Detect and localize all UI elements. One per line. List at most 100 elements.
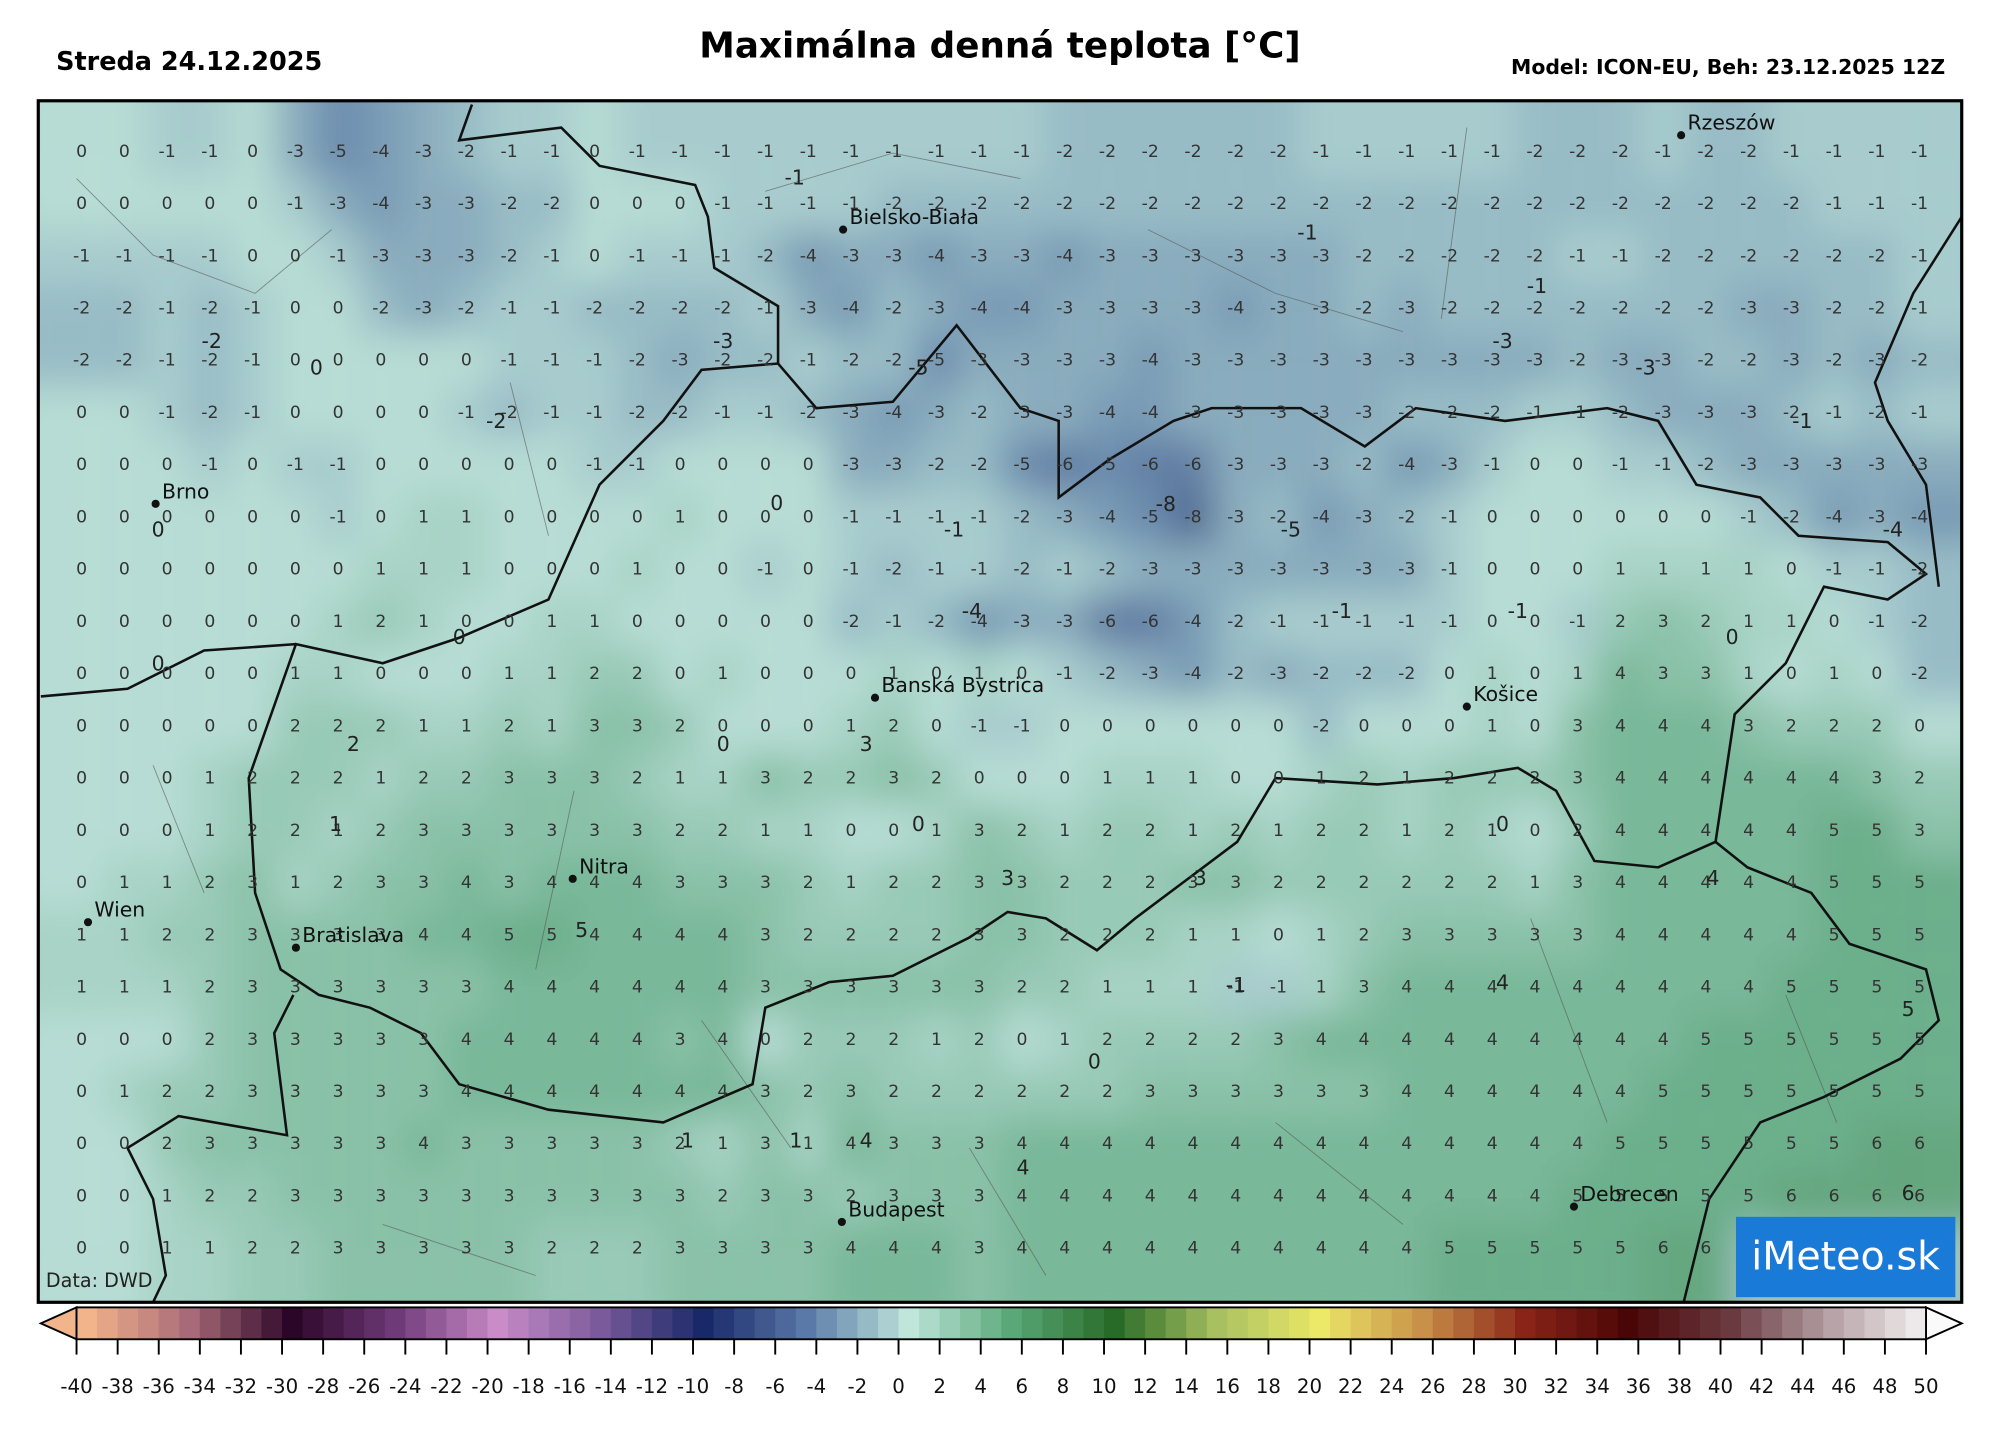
- grid-value: 4: [1358, 1134, 1369, 1154]
- field-cell: [1855, 856, 1900, 911]
- colorbar-tick-label: 8: [1057, 1375, 1070, 1398]
- field-cell: [1898, 177, 1962, 232]
- field-cell: [1898, 334, 1962, 389]
- grid-value: 4: [1487, 1030, 1498, 1050]
- minor-borders: [76, 127, 1838, 1276]
- grid-value: 3: [418, 1030, 429, 1050]
- field-cell: [786, 909, 831, 963]
- colorbar-segment: [199, 1307, 221, 1340]
- field-cell: [1257, 491, 1302, 545]
- grid-value: -3: [1398, 298, 1415, 318]
- colorbar-tick-label: -26: [348, 1375, 380, 1398]
- field-cell: [658, 648, 703, 702]
- grid-value: 5: [1743, 1082, 1754, 1102]
- field-cell: [1299, 491, 1344, 545]
- field-cell: [530, 1170, 575, 1224]
- colorbar-tick-label: 48: [1872, 1375, 1897, 1398]
- colorbar-segment: [1864, 1307, 1886, 1340]
- field-cell: [1770, 543, 1815, 598]
- grid-value: 1: [461, 716, 472, 736]
- field-cell: [273, 386, 319, 441]
- grid-value: 0: [1529, 507, 1540, 527]
- field-cell: [1385, 909, 1430, 963]
- grid-value: 2: [1615, 612, 1626, 632]
- field-cell: [103, 230, 148, 284]
- field-cell: [1684, 1013, 1729, 1068]
- field-cell: [38, 648, 105, 702]
- grid-value: 4: [1230, 1239, 1241, 1259]
- field-cell: [1000, 752, 1045, 806]
- field-cell: [1727, 1065, 1772, 1120]
- grid-value: 4: [546, 978, 557, 998]
- grid-value: -3: [1740, 403, 1757, 423]
- grid-value: 4: [1273, 1134, 1284, 1154]
- grid-value: -3: [1013, 246, 1030, 266]
- field-cell: [1770, 439, 1815, 493]
- grid-value: 0: [119, 1186, 130, 1206]
- field-cell: [1727, 856, 1772, 911]
- grid-value: 2: [846, 769, 857, 789]
- field-cell: [829, 1065, 874, 1120]
- grid-value: 3: [290, 978, 301, 998]
- field-cell: [1257, 543, 1302, 598]
- field-cell: [487, 700, 532, 754]
- grid-value: -3: [1270, 455, 1287, 475]
- field-cell: [1513, 804, 1558, 859]
- field-cell: [444, 543, 489, 598]
- grid-value: -3: [1270, 246, 1287, 266]
- field-cell: [1171, 909, 1216, 963]
- grid-value: -2: [1740, 246, 1757, 266]
- field-cell: [1898, 439, 1962, 493]
- field-cell: [1770, 1118, 1815, 1172]
- grid-value: 3: [760, 1186, 771, 1206]
- grid-value: -2: [1868, 298, 1885, 318]
- field-cell: [1342, 752, 1387, 806]
- field-cell: [1470, 1170, 1515, 1224]
- field-cell: [786, 961, 831, 1015]
- grid-value: 3: [461, 821, 472, 841]
- grid-value: -2: [1013, 194, 1030, 214]
- field-cell: [1428, 230, 1473, 284]
- field-cell: [530, 100, 575, 180]
- field-cell: [1470, 177, 1515, 232]
- field-cell: [1470, 230, 1515, 284]
- field-cell: [1214, 804, 1259, 859]
- grid-value: -1: [629, 142, 646, 162]
- field-cell: [1128, 1222, 1173, 1303]
- grid-value: 0: [204, 560, 215, 580]
- grid-value: 0: [119, 612, 130, 632]
- field-cell: [444, 909, 489, 963]
- field-cell: [487, 1013, 532, 1068]
- field-cell: [1043, 648, 1088, 702]
- field-cell: [359, 752, 404, 806]
- grid-value: -3: [1313, 246, 1330, 266]
- field-cell: [145, 752, 190, 806]
- field-cell: [829, 1222, 874, 1303]
- grid-value: 1: [1188, 821, 1199, 841]
- field-cell: [231, 1013, 276, 1068]
- field-cell: [1257, 804, 1302, 859]
- grid-value: -1: [714, 194, 731, 214]
- field-cell: [1000, 1170, 1045, 1224]
- field-cell: [316, 386, 361, 441]
- grid-value: 2: [204, 873, 215, 893]
- grid-value: -2: [1441, 194, 1458, 214]
- grid-value: -5: [928, 351, 945, 371]
- field-cell: [1599, 1118, 1644, 1172]
- grid-value: -3: [1441, 351, 1458, 371]
- grid-value: 2: [888, 1030, 899, 1050]
- field-cell: [1727, 439, 1772, 493]
- grid-value: -4: [928, 246, 945, 266]
- field-cell: [658, 230, 703, 284]
- grid-value: 3: [589, 1186, 600, 1206]
- colorbar-tick-label: -22: [430, 1375, 462, 1398]
- grid-value: 2: [1829, 716, 1840, 736]
- field-cell: [1086, 100, 1131, 180]
- field-cell: [1727, 230, 1772, 284]
- colorbar-segment: [117, 1307, 139, 1340]
- field-cell: [573, 595, 618, 650]
- field-cell: [359, 282, 404, 336]
- field-cell: [658, 595, 703, 650]
- grid-value: 1: [974, 664, 985, 684]
- city-dot: [1462, 702, 1471, 711]
